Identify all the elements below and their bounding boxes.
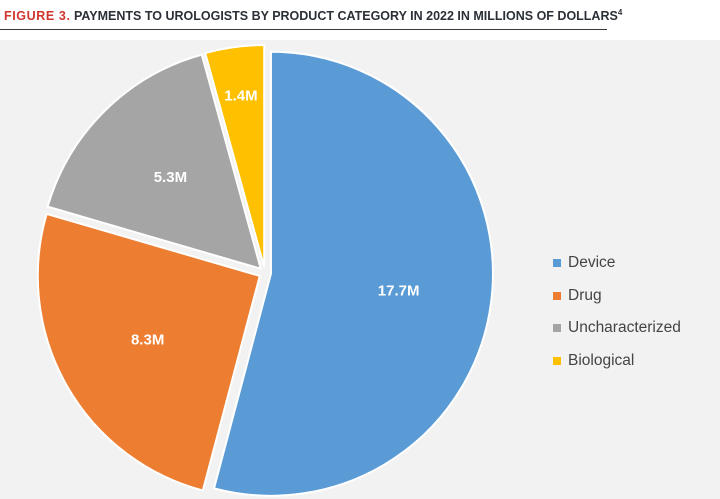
pie-chart: 17.7M 8.3M 5.3M 1.4M [36, 44, 494, 497]
header-rule [0, 29, 607, 30]
legend: Device Drug Uncharacterized Biological [553, 247, 681, 377]
legend-item-drug: Drug [553, 280, 681, 313]
data-label-biological: 1.4M [224, 87, 257, 104]
pie-slice-drug [36, 212, 261, 492]
legend-swatch [553, 259, 561, 268]
chart-area: 17.7M 8.3M 5.3M 1.4M Device Drug Uncharacteri… [0, 40, 720, 499]
legend-swatch [553, 324, 561, 333]
figure-footnote: 4 [617, 8, 623, 17]
figure-title: PAYMENTS TO UROLOGISTS BY PRODUCT CATEGO… [74, 9, 618, 24]
legend-item-uncharacterized: Uncharacterized [553, 312, 681, 345]
pie-slice-device [212, 50, 494, 497]
legend-label: Drug [568, 286, 602, 304]
pie-slice-uncharacterized [46, 53, 263, 271]
figure-header: FIGURE 3. PAYMENTS TO UROLOGISTS BY PROD… [4, 8, 716, 23]
legend-item-device: Device [553, 247, 681, 280]
pie-slice-biological [203, 44, 266, 268]
legend-label: Biological [568, 351, 635, 369]
data-label-drug: 8.3M [131, 331, 164, 348]
legend-item-biological: Biological [553, 345, 681, 378]
data-label-device: 17.7M [378, 282, 420, 299]
legend-label: Device [568, 254, 616, 272]
legend-swatch [553, 356, 561, 365]
figure-label: FIGURE 3. [4, 9, 71, 24]
legend-label: Uncharacterized [568, 319, 681, 337]
legend-swatch [553, 291, 561, 300]
data-label-uncharacterized: 5.3M [154, 169, 187, 186]
